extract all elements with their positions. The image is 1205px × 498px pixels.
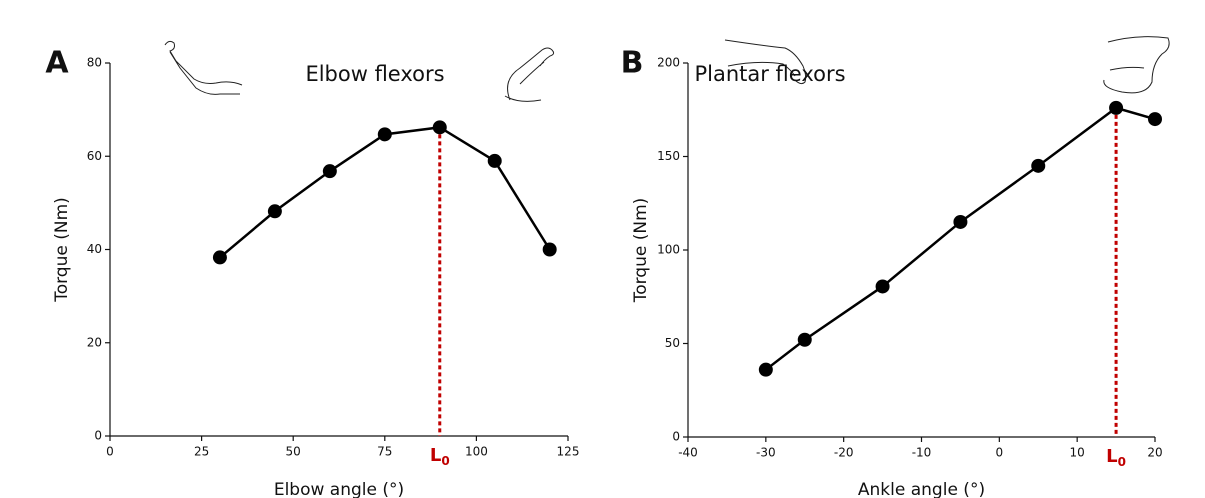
data-point — [212, 250, 227, 265]
x-tick-label: -30 — [756, 446, 776, 460]
foot-plantarflexed-sketch — [724, 39, 807, 85]
y-tick-label: 40 — [87, 242, 102, 256]
foot-dorsiflexed-sketch — [1103, 36, 1170, 94]
x-tick-label: 10 — [1070, 446, 1085, 460]
arm-extended-sketch — [164, 40, 243, 95]
x-tick-label: 100 — [465, 445, 488, 459]
data-point — [758, 362, 773, 377]
panel-label: A — [45, 46, 69, 81]
data-point — [1148, 112, 1162, 127]
y-tick-label: 80 — [87, 56, 102, 70]
y-axis-label: Torque (Nm) — [52, 197, 72, 303]
chart-title: Plantar flexors — [694, 62, 845, 86]
reference-label-main: L — [430, 445, 441, 466]
x-tick-label: 125 — [557, 445, 580, 459]
data-point — [1109, 100, 1124, 115]
data-point — [487, 153, 502, 168]
x-tick-label: -40 — [678, 446, 698, 460]
panel-label: B — [621, 46, 644, 81]
data-point — [322, 164, 337, 179]
data-point — [875, 279, 890, 294]
x-tick-label: 75 — [377, 445, 392, 459]
chart-title: Elbow flexors — [305, 62, 444, 86]
x-tick-label: 50 — [286, 445, 301, 459]
reference-label-subscript: 0 — [441, 454, 449, 468]
x-tick-label: -10 — [912, 446, 932, 460]
data-point — [267, 204, 282, 219]
x-axis-label: Elbow angle (°) — [274, 480, 404, 498]
y-tick-label: 150 — [657, 149, 680, 163]
y-tick-label: 200 — [657, 56, 680, 70]
data-point — [1031, 158, 1046, 173]
x-tick-label: 0 — [996, 446, 1004, 460]
data-point — [797, 332, 812, 347]
y-tick-label: 0 — [94, 429, 102, 443]
x-tick-label: 0 — [106, 445, 114, 459]
y-tick-label: 100 — [657, 243, 680, 257]
data-point — [953, 214, 968, 229]
y-tick-label: 50 — [665, 336, 680, 350]
x-tick-label: 20 — [1147, 446, 1162, 460]
panel: B Plantar flexors Torque (Nm) Ankle angle (… — [621, 46, 1163, 498]
reference-label-subscript: 0 — [1118, 455, 1126, 469]
y-tick-label: 60 — [87, 149, 102, 163]
reference-label: L0 — [430, 445, 450, 468]
data-point — [377, 127, 392, 142]
arm-flexed-sketch — [504, 47, 555, 102]
data-point — [432, 120, 447, 135]
x-axis-label: Ankle angle (°) — [858, 480, 985, 498]
reference-label: L0 — [1106, 446, 1126, 469]
y-tick-label: 0 — [672, 430, 680, 444]
data-point — [542, 242, 557, 257]
x-tick-label: -20 — [834, 446, 854, 460]
x-tick-label: 25 — [194, 445, 209, 459]
y-tick-label: 20 — [87, 335, 102, 349]
panel: A Elbow flexors Torque (Nm) Elbow angle (°)… — [45, 46, 579, 498]
y-axis-label: Torque (Nm) — [631, 198, 651, 304]
reference-label-main: L — [1106, 446, 1117, 467]
